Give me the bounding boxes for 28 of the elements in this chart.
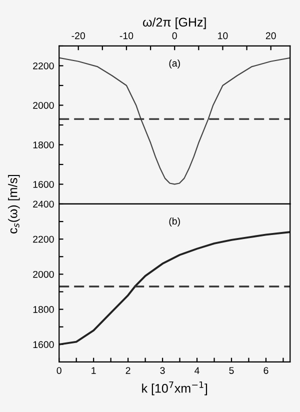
x-tick-label: 4 (194, 367, 200, 374)
x-tick-label: -10 (120, 32, 134, 40)
y-tick-label: 1800 (33, 141, 54, 148)
x-tick-label: 10 (218, 32, 228, 40)
annotation: (b) (169, 217, 180, 227)
line-series (59, 57, 290, 185)
y-tick-label: 2200 (33, 236, 54, 243)
y-tick-label: 2200 (33, 62, 54, 70)
y-tick-label: 2000 (33, 102, 54, 109)
x-tick-label: 2 (126, 367, 130, 374)
x-tick-label: 20 (266, 32, 276, 40)
annotation: (a) (169, 59, 180, 69)
line-series (59, 231, 290, 346)
x-axis-title: ω/2π [GHz] (142, 17, 206, 30)
x-tick-label: 0 (56, 367, 62, 374)
y-axis-title: c$_{s}$(ω) [m/s] (8, 174, 20, 234)
x-tick-label: 1 (92, 367, 96, 374)
x-axis-title: k [10$^{7}$xm$^{−1}$] (142, 381, 208, 396)
x-tick-label: 5 (229, 367, 234, 374)
y-tick-label: 1800 (33, 306, 54, 313)
y-tick-label: 2400 (33, 200, 54, 208)
x-tick-label: 3 (160, 367, 165, 374)
y-tick-label: 2000 (33, 270, 54, 278)
y-tick-label: 1600 (33, 341, 54, 348)
y-tick-label: 1600 (33, 180, 54, 188)
x-tick-label: 0 (172, 32, 177, 40)
x-tick-label: 6 (264, 367, 268, 374)
x-tick-label: -20 (72, 32, 85, 40)
